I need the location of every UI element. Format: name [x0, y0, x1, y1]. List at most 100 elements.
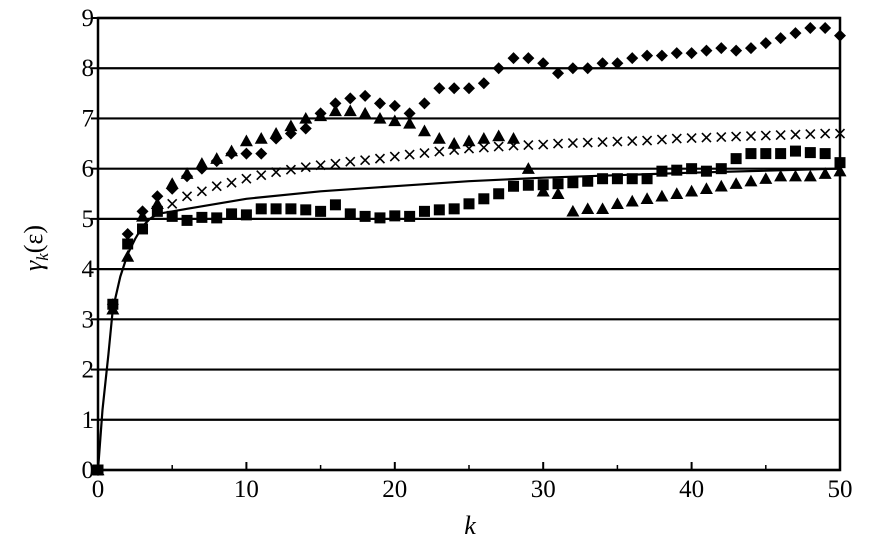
- cross-point-37: [716, 131, 727, 143]
- cross-point-33: [656, 134, 667, 145]
- triangle-point-31: [551, 187, 565, 199]
- square-point-15: [315, 205, 327, 217]
- diamond-point-35: [611, 57, 624, 70]
- triangle-point-32: [566, 204, 580, 217]
- cross-point-6: [256, 170, 267, 181]
- triangle-point-9: [225, 144, 239, 157]
- diamond-point-39: [670, 47, 683, 60]
- square-point-3: [137, 223, 149, 235]
- diamond-point-40: [685, 47, 698, 60]
- square-point-32: [567, 177, 579, 189]
- square-point-48: [804, 147, 816, 159]
- triangle-point-38: [655, 189, 669, 202]
- square-point-39: [671, 164, 683, 176]
- cross-point-34: [671, 133, 682, 144]
- square-point-4: [151, 205, 163, 217]
- diamond-point-2: [121, 227, 134, 240]
- cross-point-43: [805, 128, 816, 140]
- y-axis-label-main: γ: [19, 260, 48, 271]
- square-point-49: [819, 148, 831, 160]
- triangle-point-34: [596, 202, 610, 215]
- diamond-point-36: [626, 52, 639, 65]
- axis-ticks: [91, 17, 841, 471]
- triangle-point-30: [536, 184, 550, 197]
- triangle-point-23: [432, 132, 446, 144]
- triangle-point-46: [774, 169, 788, 182]
- cross-point-17: [419, 148, 430, 159]
- square-point-41: [700, 165, 712, 177]
- square-point-30: [537, 179, 549, 191]
- triangle-point-36: [625, 194, 639, 207]
- y-axis-label-sub: k: [33, 253, 52, 261]
- diamond-point-37: [641, 49, 654, 62]
- triangle-point-48: [803, 169, 817, 182]
- cross-point-5: [241, 173, 252, 184]
- triangle-point-12: [269, 127, 283, 139]
- cross-point-14: [374, 153, 386, 164]
- diamond-point-33: [581, 62, 594, 75]
- x-tick-label-10: 10: [234, 476, 259, 503]
- diamond-point-42: [715, 42, 728, 55]
- y-tick-label-0: 0: [82, 457, 95, 484]
- cross-point-2: [196, 186, 207, 197]
- y-tick-label-5: 5: [82, 206, 95, 233]
- square-point-46: [775, 148, 787, 160]
- square-point-18: [359, 210, 371, 222]
- cross-point-13: [360, 155, 371, 166]
- cross-point-29: [597, 136, 608, 148]
- diamond-point-27: [492, 62, 505, 75]
- diamond-point-29: [522, 52, 535, 65]
- cross-point-20: [463, 143, 475, 154]
- y-tick-label-4: 4: [82, 256, 95, 283]
- triangle-point-10: [239, 134, 253, 147]
- square-point-37: [641, 173, 653, 185]
- cross-point-8: [285, 164, 296, 175]
- square-point-21: [404, 210, 416, 222]
- diamond-point-17: [344, 92, 357, 105]
- triangle-point-28: [507, 132, 521, 144]
- square-point-20: [389, 210, 401, 222]
- cross-point-11: [330, 158, 341, 169]
- square-point-9: [226, 208, 238, 220]
- diamond-point-34: [596, 57, 609, 70]
- triangle-point-24: [447, 137, 461, 149]
- square-point-26: [478, 193, 490, 205]
- square-point-11: [255, 203, 267, 215]
- triangle-point-5: [165, 177, 179, 189]
- square-point-17: [344, 208, 356, 220]
- cross-point-7: [271, 167, 282, 178]
- square-point-29: [522, 179, 534, 191]
- triangle-point-6: [180, 167, 194, 179]
- square-point-40: [686, 163, 698, 175]
- y-axis-label: γk(ε): [19, 225, 52, 271]
- cross-point-3: [211, 181, 222, 192]
- diamond-point-32: [566, 62, 579, 75]
- triangle-point-29: [521, 162, 535, 174]
- triangle-point-20: [388, 114, 402, 127]
- triangle-point-16: [328, 104, 342, 117]
- square-point-33: [582, 175, 594, 187]
- triangle-point-21: [403, 116, 417, 129]
- diamond-point-43: [730, 44, 743, 57]
- diamond-point-11: [255, 147, 268, 160]
- square-point-16: [329, 199, 341, 211]
- diamond-point-31: [552, 67, 565, 80]
- square-point-38: [656, 165, 668, 177]
- x-tick-label-20: 20: [382, 476, 407, 503]
- diamond-point-28: [507, 52, 520, 65]
- diamond-point-18: [359, 89, 372, 102]
- square-point-12: [270, 203, 282, 215]
- diamond-point-20: [388, 99, 401, 112]
- triangle-point-44: [744, 174, 758, 187]
- data-marks: [91, 22, 847, 476]
- square-point-2: [122, 238, 134, 250]
- cross-point-44: [820, 128, 831, 139]
- diamond-point-26: [477, 77, 490, 90]
- triangle-point-3: [136, 209, 150, 222]
- y-tick-label-1: 1: [82, 407, 95, 434]
- cross-point-39: [745, 130, 757, 142]
- diamond-point-19: [373, 97, 386, 110]
- diamond-point-30: [537, 57, 550, 70]
- square-point-19: [374, 212, 386, 224]
- triangle-point-39: [670, 187, 684, 199]
